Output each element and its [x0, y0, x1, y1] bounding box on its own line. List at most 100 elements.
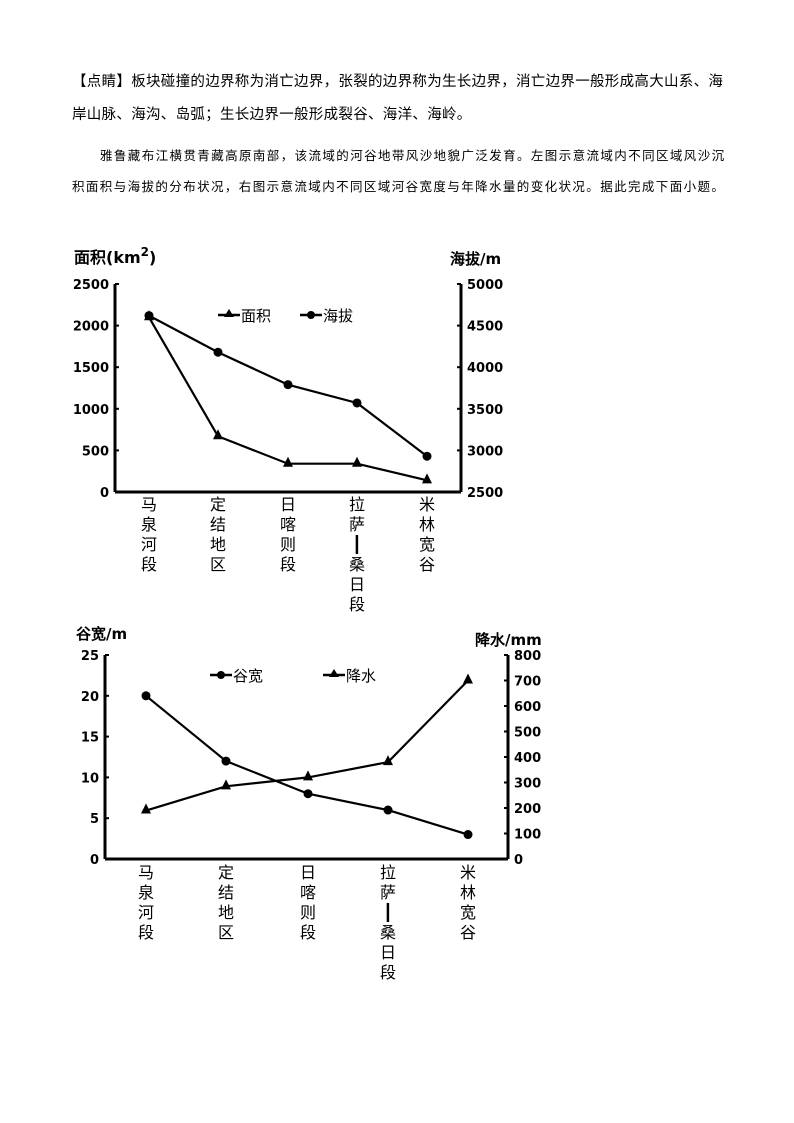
- category-label: 拉: [349, 495, 365, 514]
- category-label: 段: [380, 963, 396, 982]
- category-label: 河: [141, 535, 157, 554]
- data-point-marker: [141, 691, 151, 701]
- right-tick-label: 800: [514, 649, 541, 664]
- legend-label: 海拔: [323, 307, 353, 325]
- right-tick-label: 2500: [467, 486, 503, 501]
- right-tick-label: 4000: [467, 361, 503, 376]
- right-tick-label: 4500: [467, 320, 503, 335]
- category-label: 谷: [419, 555, 435, 574]
- category-label: 段: [138, 923, 154, 942]
- right-tick-label: 400: [514, 751, 541, 766]
- question-intro: 雅鲁藏布江横贯青藏高原南部，该流域的河谷地带风沙地貌广泛发育。左图示意流域内不同…: [72, 148, 726, 194]
- category-label: 日: [300, 863, 316, 882]
- left-tick-label: 2000: [73, 320, 109, 335]
- data-point-marker: [383, 755, 393, 766]
- data-point-marker: [303, 770, 313, 781]
- category-label: 萨: [349, 515, 365, 534]
- category-label: 喀: [300, 883, 316, 902]
- right-tick-label: 5000: [467, 278, 503, 293]
- right-tick-label: 3500: [467, 403, 503, 418]
- left-tick-label: 20: [81, 690, 99, 705]
- left-tick-label: 0: [100, 486, 109, 501]
- data-point-marker: [352, 398, 362, 408]
- category-label: 则: [280, 535, 296, 554]
- left-tick-label: 2500: [73, 278, 109, 293]
- legend-label: 降水: [346, 667, 376, 685]
- left-tick-label: 0: [90, 853, 99, 868]
- category-label: 喀: [280, 515, 296, 534]
- category-label: 地: [218, 903, 234, 922]
- category-label: 米: [419, 495, 435, 514]
- tip-body: 板块碰撞的边界称为消亡边界，张裂的边界称为生长边界，消亡边界一般形成高大山系、海…: [72, 74, 724, 123]
- legend-triangle-icon: [224, 309, 234, 317]
- category-label: 段: [141, 555, 157, 574]
- category-label: 萨: [380, 883, 396, 902]
- right-tick-label: 100: [514, 828, 541, 843]
- left-tick-label: 25: [81, 649, 99, 664]
- right-tick-label: 3000: [467, 444, 503, 459]
- right-axis-title: 降水/mm: [475, 631, 542, 649]
- data-point-marker: [221, 756, 231, 766]
- data-point-marker: [283, 456, 293, 467]
- category-label: 段: [280, 555, 296, 574]
- category-label: 宽: [419, 535, 435, 554]
- category-label: 地: [210, 535, 226, 554]
- left-tick-label: 15: [81, 731, 99, 746]
- right-tick-label: 500: [514, 726, 541, 741]
- data-point-marker: [303, 789, 313, 799]
- category-label: 日: [349, 575, 365, 594]
- data-point-marker: [422, 451, 432, 461]
- legend-circle-icon: [307, 311, 315, 319]
- right-tick-label: 200: [514, 802, 541, 817]
- legend-label: 谷宽: [233, 667, 263, 685]
- left-axis-title: 面积(km2): [74, 245, 156, 267]
- category-label: 河: [138, 903, 154, 922]
- tip-heading: 【点睛】: [72, 74, 132, 90]
- right-tick-label: 700: [514, 675, 541, 690]
- legend-triangle-icon: [329, 669, 339, 677]
- category-label: 区: [218, 923, 234, 942]
- left-tick-label: 5: [90, 812, 99, 827]
- category-label: 米: [460, 863, 476, 882]
- tip-paragraph: 【点睛】板块碰撞的边界称为消亡边界，张裂的边界称为生长边界，消亡边界一般形成高大…: [72, 66, 732, 132]
- legend-label: 面积: [241, 307, 271, 325]
- category-label: 泉: [141, 515, 157, 534]
- category-label: 桑: [380, 923, 396, 942]
- category-label: ┃: [352, 534, 362, 554]
- category-label: 则: [300, 903, 316, 922]
- chart-area-altitude: 0 500 1000 1500 2000 2500 2500 3000 3500 4000 4500…: [73, 245, 503, 614]
- category-label: 区: [210, 555, 226, 574]
- category-label: 段: [349, 595, 365, 614]
- category-label: 马: [141, 495, 157, 514]
- category-label: 日: [280, 495, 296, 514]
- right-axis-title: 海拔/m: [450, 250, 501, 268]
- category-label: 林: [460, 883, 476, 902]
- data-point-marker: [213, 347, 223, 357]
- category-label: 结: [210, 515, 226, 534]
- category-label: 结: [218, 883, 234, 902]
- category-label: 定: [210, 495, 226, 514]
- data-point-marker: [221, 779, 231, 790]
- data-point-marker: [213, 429, 223, 440]
- data-point-marker: [422, 473, 432, 484]
- category-label: 日: [380, 943, 396, 962]
- left-tick-label: 10: [81, 771, 99, 786]
- legend-circle-icon: [217, 671, 225, 679]
- category-label: 宽: [460, 903, 476, 922]
- category-label: 定: [218, 863, 234, 882]
- data-point-marker: [463, 830, 473, 840]
- category-label: 林: [419, 515, 435, 534]
- category-label: 马: [138, 863, 154, 882]
- category-label: ┃: [383, 902, 393, 922]
- category-label: 段: [300, 923, 316, 942]
- data-point-marker: [463, 673, 473, 684]
- data-point-marker: [383, 805, 393, 815]
- data-point-marker: [352, 456, 362, 467]
- left-tick-label: 1500: [73, 361, 109, 376]
- series-line-0: [145, 694, 469, 836]
- category-label: 桑: [349, 555, 365, 574]
- left-axis-title: 谷宽/m: [76, 625, 127, 643]
- left-tick-label: 1000: [73, 403, 109, 418]
- right-tick-label: 300: [514, 777, 541, 792]
